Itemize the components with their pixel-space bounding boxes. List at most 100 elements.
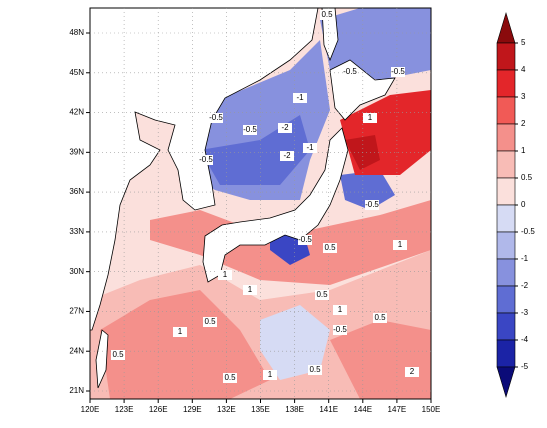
contour-label-bg [278, 123, 292, 133]
field-positive [100, 290, 270, 399]
contour-label: -0.5 [343, 67, 357, 76]
y-tick-label: 30N [69, 267, 84, 276]
contour-label: 0.5 [224, 373, 236, 382]
colorbar-bin [496, 339, 516, 368]
contour-label: -0.5 [333, 325, 347, 334]
contour-label-bg [391, 67, 405, 77]
contour-label: 0.5 [204, 317, 216, 326]
colorbar-label: -2 [521, 281, 529, 290]
contour-label-bg [323, 243, 337, 253]
contour-label-bg [111, 350, 125, 360]
land-sakhalin [321, 8, 339, 62]
contour-label-bg [333, 305, 347, 315]
contour-label: 0.5 [316, 290, 328, 299]
y-tick-label: 39N [69, 147, 84, 156]
y-tick-label: 48N [69, 28, 84, 37]
field-positive [330, 320, 431, 399]
contour-label: -0.5 [209, 113, 223, 122]
y-tick-label: 45N [69, 68, 84, 77]
contour-label: 1 [248, 285, 253, 294]
colorbar-label: -4 [521, 335, 529, 344]
y-tick-label: 21N [69, 386, 84, 395]
colorbar-label: 0.5 [521, 173, 533, 182]
colorbar-extend-low [496, 366, 516, 399]
contour-label: -0.5 [243, 125, 257, 134]
x-tick-label: 126E [149, 405, 168, 414]
colorbar: 5 4 3 2 1 0.5 0 -0.5 -1 -2 -3 -4 -5 [496, 11, 535, 399]
y-tick-label: 27N [69, 307, 84, 316]
contour-label: 0.5 [324, 243, 336, 252]
colorbar-bin [496, 258, 516, 287]
contour-label: 1 [268, 370, 273, 379]
contour-label-bg [303, 143, 317, 153]
colorbar-label: 3 [521, 92, 526, 101]
x-tick-label: 138E [285, 405, 304, 414]
contour-label-bg [223, 373, 237, 383]
contour-label: -0.5 [365, 200, 379, 209]
x-tick-label: 147E [388, 405, 407, 414]
x-tick-label: 144E [353, 405, 372, 414]
contour-label: -0.5 [199, 155, 213, 164]
colorbar-bin [496, 42, 516, 71]
contour-label: 1 [398, 240, 403, 249]
contour-label-bg [199, 155, 213, 165]
y-tick-label: 36N [69, 187, 84, 196]
colorbar-bin [496, 150, 516, 179]
x-tick-label: 132E [217, 405, 236, 414]
contour-label: 0.5 [309, 365, 321, 374]
contour-label: -1 [296, 93, 304, 102]
contour-label-bg [243, 125, 257, 135]
contour-label-bg [393, 240, 407, 250]
y-tick-label: 33N [69, 227, 84, 236]
colorbar-label: 4 [521, 65, 526, 74]
colorbar-bin [496, 69, 516, 98]
colorbar-label: 2 [521, 119, 526, 128]
contour-label: 1 [368, 113, 373, 122]
contour-label-bg [243, 285, 257, 295]
contour-label-bg [343, 67, 357, 77]
contour-label: 0.5 [112, 350, 124, 359]
contour-label-bg [203, 317, 217, 327]
graticule: 120E 123E 126E 129E 132E 135E 138E 141E 144E 147E… [69, 8, 440, 414]
contour-label-bg [263, 370, 277, 380]
field-negative [260, 305, 330, 380]
land-asia [90, 8, 319, 331]
contour-label-bg [209, 113, 223, 123]
y-tick-label: 42N [69, 108, 84, 117]
colorbar-bin [496, 123, 516, 152]
contour-label-bg [218, 270, 232, 280]
contour-label-bg [333, 325, 347, 335]
contour-label: -2 [283, 151, 291, 160]
colorbar-bin [496, 177, 516, 206]
contour-label-bg [298, 235, 312, 245]
contour-label-bg [280, 151, 294, 161]
colorbar-extend-high [496, 11, 516, 44]
contour-label: -0.5 [298, 235, 312, 244]
x-tick-label: 150E [422, 405, 441, 414]
contour-label: 0.5 [321, 10, 333, 19]
contour-label: -0.5 [391, 67, 405, 76]
colorbar-label: -0.5 [521, 227, 535, 236]
colorbar-bin [496, 231, 516, 260]
land-taiwan [95, 329, 109, 389]
x-tick-label: 120E [81, 405, 100, 414]
colorbar-label: -3 [521, 308, 529, 317]
x-tick-label: 135E [251, 405, 270, 414]
colorbar-label: 0 [521, 200, 526, 209]
contour-label: 0.5 [374, 313, 386, 322]
contour-label: -2 [281, 123, 289, 132]
contour-labels: 0.5 -0.5 -0.5 -1 -0.5 -2 -0.5 -1 -2 -0.5 1 -0.5 0.5 1… [111, 10, 419, 383]
contour-label: 1 [338, 305, 343, 314]
contour-label-bg [365, 200, 379, 210]
contour-label-bg [320, 10, 334, 20]
colorbar-bin [496, 312, 516, 341]
field-negative [340, 170, 395, 210]
contour-label-bg [293, 93, 307, 103]
contour-label-bg [405, 367, 419, 377]
colorbar-label: -5 [521, 362, 529, 371]
x-tick-label: 123E [115, 405, 134, 414]
y-tick-label: 24N [69, 346, 84, 355]
colorbar-label: 1 [521, 146, 526, 155]
contour-label: 2 [410, 367, 415, 376]
